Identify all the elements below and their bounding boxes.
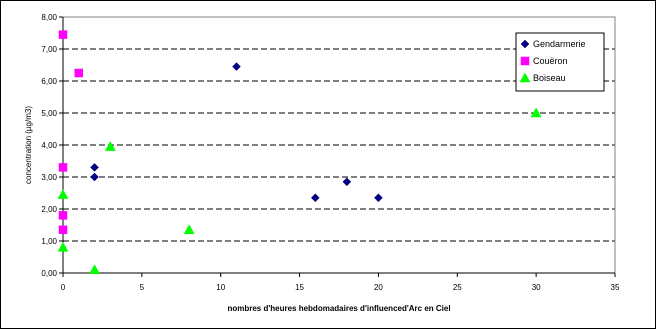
legend-box: [515, 32, 605, 92]
legend-label: Gendarmerie: [533, 39, 586, 49]
y-tick-label: 3,00: [41, 173, 57, 182]
legend-label: Boiseau: [533, 73, 566, 83]
point-gendarmerie: [310, 193, 320, 203]
point-gendarmerie: [374, 193, 383, 203]
point-couron: [58, 30, 68, 39]
y-tick-label: 2,00: [41, 205, 57, 214]
x-tick-label: 0: [61, 283, 66, 292]
legend-marker: [520, 39, 530, 49]
point-couron: [58, 163, 68, 172]
x-tick-label: 15: [295, 283, 304, 292]
y-tick-label: 1,00: [41, 237, 57, 246]
y-tick-label: 7,00: [41, 45, 57, 54]
x-tick-label: 10: [216, 283, 225, 292]
data-markers: [57, 30, 542, 275]
legend-marker: [519, 72, 531, 83]
y-tick-label: 8,00: [41, 13, 57, 22]
point-boiseau: [530, 107, 542, 118]
point-couron: [74, 68, 84, 78]
y-tick-label: 6,00: [41, 77, 57, 86]
point-gendarmerie: [232, 62, 241, 71]
legend-marker: [520, 56, 530, 66]
point-boiseau: [89, 264, 100, 275]
x-tick-label: 20: [374, 283, 383, 292]
point-boiseau: [183, 224, 195, 235]
point-boiseau: [57, 189, 69, 199]
grid-lines: [63, 16, 615, 242]
y-tick-label: 0,00: [41, 269, 57, 278]
x-tick-label: 30: [532, 283, 541, 292]
point-gendarmerie: [90, 163, 99, 172]
y-tick-label: 4,00: [41, 141, 57, 150]
point-couron: [58, 211, 68, 220]
x-tick-label: 25: [453, 283, 462, 292]
legend: Gendarmerie Couëron Boiseau: [515, 32, 605, 92]
point-boiseau: [104, 141, 116, 151]
y-tick-label: 5,00: [41, 109, 57, 118]
x-tick-label: 5: [140, 283, 145, 292]
point-boiseau: [57, 241, 69, 252]
point-couron: [58, 225, 68, 235]
legend-label: Couëron: [533, 56, 568, 66]
x-axis-label: nombres d'heures hebdomadaires d'influen…: [227, 304, 450, 313]
tick-labels: 0,00 1,00 2,00 3,00 4,00 5,00 6,00 7,00 8,00 0 5 10…: [41, 13, 620, 292]
x-tick-label: 35: [611, 283, 620, 292]
y-axis-label: concentration (µg/m3): [24, 106, 33, 184]
point-gendarmerie: [342, 177, 352, 187]
point-gendarmerie: [90, 172, 99, 182]
axes: [59, 16, 616, 277]
